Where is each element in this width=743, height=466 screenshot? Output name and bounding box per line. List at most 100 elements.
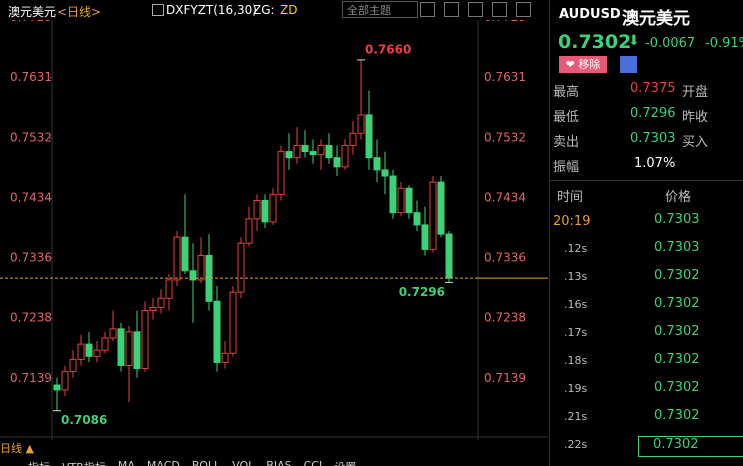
candle-body xyxy=(109,328,117,339)
candle-body xyxy=(77,343,85,360)
quote-panel: AUDUSD 澳元美元 0.7302 ⬇ -0.0067 -0.91% ❤ 移除… xyxy=(549,0,743,466)
candle-body xyxy=(133,331,141,370)
icon-button[interactable] xyxy=(516,2,531,17)
theme-dropdown[interactable]: 全部主题 xyxy=(342,1,418,18)
candle-body xyxy=(221,352,229,363)
period[interactable]: <日线> xyxy=(57,5,102,19)
candle-body xyxy=(317,144,325,156)
alert-button[interactable] xyxy=(620,56,637,73)
tick-price: 0.7302 xyxy=(654,324,700,339)
candle-body xyxy=(141,309,149,370)
candle-body xyxy=(277,151,285,195)
y-tick-label: 0.7532 xyxy=(10,131,52,145)
y-tick-label: 0.7238 xyxy=(484,310,526,324)
stat-label: 昨收 xyxy=(682,110,709,125)
candle-body xyxy=(301,144,309,153)
candle-body xyxy=(173,236,181,281)
candle-body xyxy=(285,151,293,159)
candle-body xyxy=(365,114,373,159)
y-tick-label: 0.7336 xyxy=(484,250,526,264)
annotation-label: 0.7296 xyxy=(399,285,445,299)
tab[interactable]: 指标 xyxy=(28,459,50,466)
candle-body xyxy=(325,144,333,159)
tick-time: .16s xyxy=(564,298,588,311)
icon-button[interactable] xyxy=(468,2,483,17)
stat-value: 0.7303 xyxy=(630,131,676,146)
tab[interactable]: BIAS xyxy=(266,459,292,466)
y-tick-label: 0.7631 xyxy=(484,70,526,84)
tick-time: .21s xyxy=(564,410,588,423)
x-tick-label: 2022/03 xyxy=(144,439,194,441)
chart: 0.77290.77290.76310.76310.75320.75320.74… xyxy=(0,0,548,440)
stat-value: 0.7375 xyxy=(630,81,676,96)
tab[interactable]: BOLL xyxy=(191,459,221,466)
icon-button[interactable] xyxy=(444,2,459,17)
tab-bar: 指标 VTR指标 MA MACD BOLL VOL BIAS CCI 设置 xyxy=(0,459,356,466)
tab[interactable]: 设置 xyxy=(334,459,356,466)
icon[interactable] xyxy=(152,4,164,16)
quote-change: -0.0067 xyxy=(645,36,696,51)
candle-body xyxy=(341,144,349,168)
symbol-name: 澳元美元 xyxy=(8,5,57,19)
y-tick-label: 0.7434 xyxy=(10,191,52,205)
quote-name: 澳元美元 xyxy=(622,9,690,29)
stat-label: 最高 xyxy=(553,85,580,100)
tick-price: 0.7303 xyxy=(654,240,700,255)
y-tick-label: 0.7238 xyxy=(10,310,52,324)
candle-body xyxy=(357,114,365,134)
tab[interactable]: VOL xyxy=(232,459,255,466)
remove-button[interactable]: ❤ 移除 xyxy=(559,56,607,73)
period-selector[interactable]: 日线 ▲ xyxy=(0,442,34,455)
candle-body xyxy=(229,291,237,354)
icon-button[interactable] xyxy=(420,2,435,17)
quote-symbol: AUDUSD xyxy=(559,7,621,22)
indicator: DXFYZT(16,30) xyxy=(166,3,257,17)
divider xyxy=(550,180,743,181)
tick-time: .22s xyxy=(564,438,588,451)
candle-body xyxy=(149,306,157,311)
candle-body xyxy=(125,331,133,366)
candle-body xyxy=(69,358,77,373)
y-tick-label: 0.7631 xyxy=(10,70,52,84)
annotation-label: 0.7086 xyxy=(61,413,107,427)
candle-body xyxy=(445,233,453,279)
icon-button[interactable] xyxy=(492,2,507,17)
indicator-zd: ZD xyxy=(280,3,298,17)
candle-body xyxy=(61,371,69,391)
tab[interactable]: MACD xyxy=(146,459,180,466)
tick-price: 0.7302 xyxy=(654,408,700,423)
candle-body xyxy=(245,218,253,244)
stat-value: 0.7296 xyxy=(630,106,676,121)
quote-percent: -0.91% xyxy=(705,36,743,51)
stat-label: 开盘 xyxy=(682,85,709,100)
tick-price: 0.7302 xyxy=(654,352,700,367)
tick-time: .19s xyxy=(564,382,588,395)
candle-body xyxy=(293,144,301,159)
candle-body xyxy=(85,343,93,357)
y-tick-label: 0.7532 xyxy=(484,131,526,145)
tick-time: .17s xyxy=(564,326,588,339)
candle-body xyxy=(333,157,341,168)
stat-label: 最低 xyxy=(553,110,580,125)
candle-body xyxy=(197,254,205,281)
candle-body xyxy=(405,187,413,214)
candle-body xyxy=(397,187,405,214)
tick-time: .18s xyxy=(564,354,588,367)
candle-body xyxy=(413,212,421,226)
stat-label: 卖出 xyxy=(553,135,580,150)
candle-body xyxy=(117,328,125,366)
candle-body xyxy=(381,169,389,177)
tick-price: 0.7303 xyxy=(654,212,700,227)
tick-time: .13s xyxy=(564,270,588,283)
column-header: 价格 xyxy=(665,190,692,205)
candle-body xyxy=(213,300,221,363)
candle-body xyxy=(437,181,445,235)
tab[interactable]: VTR指标 xyxy=(62,459,106,466)
quote-arrow: ⬇ xyxy=(628,33,640,49)
tick-price: 0.7302 xyxy=(654,268,700,283)
candle-body xyxy=(237,242,245,293)
tab[interactable]: MA xyxy=(117,459,135,466)
tab[interactable]: CCI xyxy=(303,459,323,466)
candle-body xyxy=(189,270,197,281)
